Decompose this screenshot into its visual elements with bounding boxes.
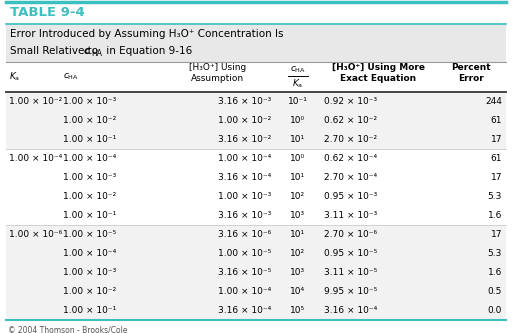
Bar [6, 62, 506, 92]
Text: 1.00 × 10⁻²: 1.00 × 10⁻² [63, 116, 116, 125]
Text: TABLE 9-4: TABLE 9-4 [10, 7, 85, 20]
Text: © 2004 Thomson - Brooks/Cole: © 2004 Thomson - Brooks/Cole [8, 325, 127, 333]
Text: 3.16 × 10⁻⁴: 3.16 × 10⁻⁴ [324, 306, 377, 315]
Text: 1.00 × 10⁻²: 1.00 × 10⁻² [9, 97, 62, 106]
Bar [6, 24, 506, 62]
Text: 2.70 × 10⁻⁴: 2.70 × 10⁻⁴ [324, 173, 377, 182]
Text: HA: HA [91, 50, 102, 59]
Text: $\mathit{c}_{\mathrm{HA}}$: $\mathit{c}_{\mathrm{HA}}$ [290, 65, 306, 75]
Text: c: c [84, 46, 90, 56]
Text: 0.95 × 10⁻⁵: 0.95 × 10⁻⁵ [324, 249, 377, 258]
Text: 1.00 × 10⁻⁴: 1.00 × 10⁻⁴ [63, 249, 116, 258]
Text: 3.11 × 10⁻³: 3.11 × 10⁻³ [324, 211, 377, 220]
Text: 10⁴: 10⁴ [290, 287, 306, 296]
Text: 17: 17 [490, 230, 502, 239]
Text: [H₃O⁺] Using
Assumption: [H₃O⁺] Using Assumption [189, 63, 246, 83]
Text: 61: 61 [490, 154, 502, 163]
Text: 10³: 10³ [290, 211, 306, 220]
Text: Error Introduced by Assuming H₃O⁺ Concentration Is: Error Introduced by Assuming H₃O⁺ Concen… [10, 29, 284, 39]
Text: 1.00 × 10⁻³: 1.00 × 10⁻³ [63, 173, 116, 182]
Text: 1.00 × 10⁻³: 1.00 × 10⁻³ [63, 97, 116, 106]
Text: 1.00 × 10⁻⁴: 1.00 × 10⁻⁴ [63, 154, 116, 163]
Text: 5.3: 5.3 [487, 192, 502, 201]
Bar [6, 2, 506, 24]
Text: 17: 17 [490, 173, 502, 182]
Bar [6, 225, 506, 320]
Text: 10³: 10³ [290, 268, 306, 277]
Text: 1.00 × 10⁻²: 1.00 × 10⁻² [63, 192, 116, 201]
Text: 10²: 10² [290, 192, 306, 201]
Text: $\mathit{K}_{\mathrm{a}}$: $\mathit{K}_{\mathrm{a}}$ [9, 71, 20, 83]
Text: 1.00 × 10⁻²: 1.00 × 10⁻² [218, 116, 271, 125]
Text: 3.16 × 10⁻⁶: 3.16 × 10⁻⁶ [218, 230, 271, 239]
Text: 10¹: 10¹ [290, 173, 306, 182]
Text: 1.00 × 10⁻⁶: 1.00 × 10⁻⁶ [9, 230, 62, 239]
Text: 0.62 × 10⁻²: 0.62 × 10⁻² [324, 116, 377, 125]
Bar [6, 149, 506, 225]
Text: 1.00 × 10⁻²: 1.00 × 10⁻² [63, 287, 116, 296]
Text: $\mathit{K}_{\mathrm{a}}$: $\mathit{K}_{\mathrm{a}}$ [292, 78, 304, 90]
Text: 10⁰: 10⁰ [290, 116, 306, 125]
Text: 1.00 × 10⁻⁴: 1.00 × 10⁻⁴ [9, 154, 62, 163]
Text: 61: 61 [490, 116, 502, 125]
Text: 1.00 × 10⁻³: 1.00 × 10⁻³ [218, 192, 271, 201]
Text: 3.16 × 10⁻⁴: 3.16 × 10⁻⁴ [218, 306, 271, 315]
Text: Small Relative to: Small Relative to [10, 46, 101, 56]
Text: 3.16 × 10⁻²: 3.16 × 10⁻² [218, 135, 271, 144]
Text: 1.00 × 10⁻⁵: 1.00 × 10⁻⁵ [218, 249, 271, 258]
Text: 1.00 × 10⁻⁴: 1.00 × 10⁻⁴ [218, 154, 271, 163]
Text: 1.00 × 10⁻¹: 1.00 × 10⁻¹ [63, 306, 116, 315]
Text: 10⁵: 10⁵ [290, 306, 306, 315]
Text: 1.6: 1.6 [487, 268, 502, 277]
Text: 0.0: 0.0 [487, 306, 502, 315]
Text: 2.70 × 10⁻²: 2.70 × 10⁻² [324, 135, 377, 144]
Text: 0.95 × 10⁻³: 0.95 × 10⁻³ [324, 192, 377, 201]
Text: $\mathit{c}_{\mathrm{HA}}$: $\mathit{c}_{\mathrm{HA}}$ [63, 72, 79, 82]
Text: [H₃O⁺] Using More
Exact Equation: [H₃O⁺] Using More Exact Equation [332, 63, 425, 83]
Text: 0.92 × 10⁻³: 0.92 × 10⁻³ [324, 97, 377, 106]
Text: 0.62 × 10⁻⁴: 0.62 × 10⁻⁴ [324, 154, 377, 163]
Text: 17: 17 [490, 135, 502, 144]
Text: 10²: 10² [290, 249, 306, 258]
Text: 3.16 × 10⁻³: 3.16 × 10⁻³ [218, 97, 271, 106]
Text: 3.11 × 10⁻⁵: 3.11 × 10⁻⁵ [324, 268, 377, 277]
Bar [6, 92, 506, 149]
Text: 9.95 × 10⁻⁵: 9.95 × 10⁻⁵ [324, 287, 377, 296]
Text: 0.5: 0.5 [487, 287, 502, 296]
Text: in Equation 9-16: in Equation 9-16 [103, 46, 192, 56]
Text: 5.3: 5.3 [487, 249, 502, 258]
Text: 3.16 × 10⁻⁴: 3.16 × 10⁻⁴ [218, 173, 271, 182]
Text: 1.00 × 10⁻³: 1.00 × 10⁻³ [63, 268, 116, 277]
Text: 1.00 × 10⁻⁵: 1.00 × 10⁻⁵ [63, 230, 116, 239]
Text: 1.00 × 10⁻¹: 1.00 × 10⁻¹ [63, 135, 116, 144]
Text: 3.16 × 10⁻³: 3.16 × 10⁻³ [218, 211, 271, 220]
Text: 10¹: 10¹ [290, 230, 306, 239]
Text: 3.16 × 10⁻⁵: 3.16 × 10⁻⁵ [218, 268, 271, 277]
Text: 244: 244 [485, 97, 502, 106]
Text: 10⁰: 10⁰ [290, 154, 306, 163]
Text: 2.70 × 10⁻⁶: 2.70 × 10⁻⁶ [324, 230, 377, 239]
Text: 10⁻¹: 10⁻¹ [288, 97, 308, 106]
Text: Percent
Error: Percent Error [451, 63, 491, 83]
Text: 10¹: 10¹ [290, 135, 306, 144]
Text: 1.00 × 10⁻¹: 1.00 × 10⁻¹ [63, 211, 116, 220]
Text: 1.6: 1.6 [487, 211, 502, 220]
Text: 1.00 × 10⁻⁴: 1.00 × 10⁻⁴ [218, 287, 271, 296]
